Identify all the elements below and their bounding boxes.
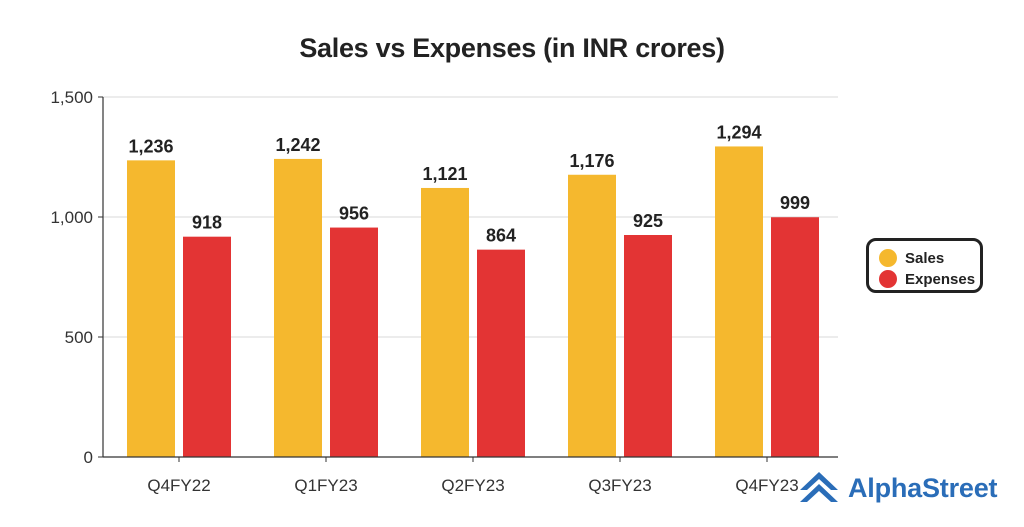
data-label: 864: [486, 226, 516, 246]
data-label: 1,294: [716, 122, 761, 142]
x-tick-label: Q2FY23: [441, 476, 504, 495]
bar-sales-q2fy23: [421, 187, 469, 457]
bar-expenses-q4fy23: [771, 217, 819, 457]
data-label: 918: [192, 213, 222, 233]
chart-title: Sales vs Expenses (in INR crores): [299, 33, 725, 63]
bar-expenses-q1fy23: [330, 227, 378, 457]
data-labels: 1,236 918 1,242 956 1,121 864 1,176 925 1,294 999: [128, 122, 810, 245]
bars: [127, 146, 819, 458]
axes: 0 500 1,000 1,500 Q4FY22 Q1FY23 Q2FY23 Q3FY23 Q4…: [50, 88, 838, 495]
x-tick-label: Q4FY23: [735, 476, 798, 495]
x-tick-label: Q3FY23: [588, 476, 651, 495]
x-tick-label: Q1FY23: [294, 476, 357, 495]
bar-sales-q1fy23: [274, 158, 322, 458]
legend-swatch-expenses: [879, 270, 897, 288]
data-label: 1,121: [422, 164, 467, 184]
brand-name: AlphaStreet: [848, 472, 998, 503]
y-tick-label: 1,500: [50, 88, 93, 107]
y-tick-label: 500: [65, 328, 93, 347]
legend: Sales Expenses: [866, 238, 983, 293]
data-label: 1,176: [569, 151, 614, 171]
x-tick-label: Q4FY22: [147, 476, 210, 495]
legend-label-expenses: Expenses: [905, 270, 976, 288]
alphastreet-logo-icon: [800, 472, 838, 502]
legend-item-sales: Sales: [879, 248, 944, 268]
bar-sales-q4fy23: [715, 146, 763, 457]
y-tick-label: 1,000: [50, 208, 93, 227]
data-label: 925: [633, 211, 663, 231]
bar-expenses-q4fy22: [183, 236, 231, 457]
bar-sales-q3fy23: [568, 174, 616, 457]
y-tick-label: 0: [84, 448, 93, 467]
bar-expenses-q3fy23: [624, 235, 672, 457]
legend-label-sales: Sales: [905, 249, 945, 267]
bar-expenses-q2fy23: [477, 249, 525, 457]
bar-sales-q4fy22: [127, 160, 175, 458]
brand-logo: AlphaStreet: [798, 466, 998, 510]
data-label: 1,242: [275, 135, 320, 155]
legend-swatch-sales: [879, 249, 897, 267]
data-label: 956: [339, 204, 369, 224]
data-label: 1,236: [128, 136, 173, 156]
legend-item-expenses: Expenses: [879, 269, 975, 289]
data-label: 999: [780, 193, 810, 213]
